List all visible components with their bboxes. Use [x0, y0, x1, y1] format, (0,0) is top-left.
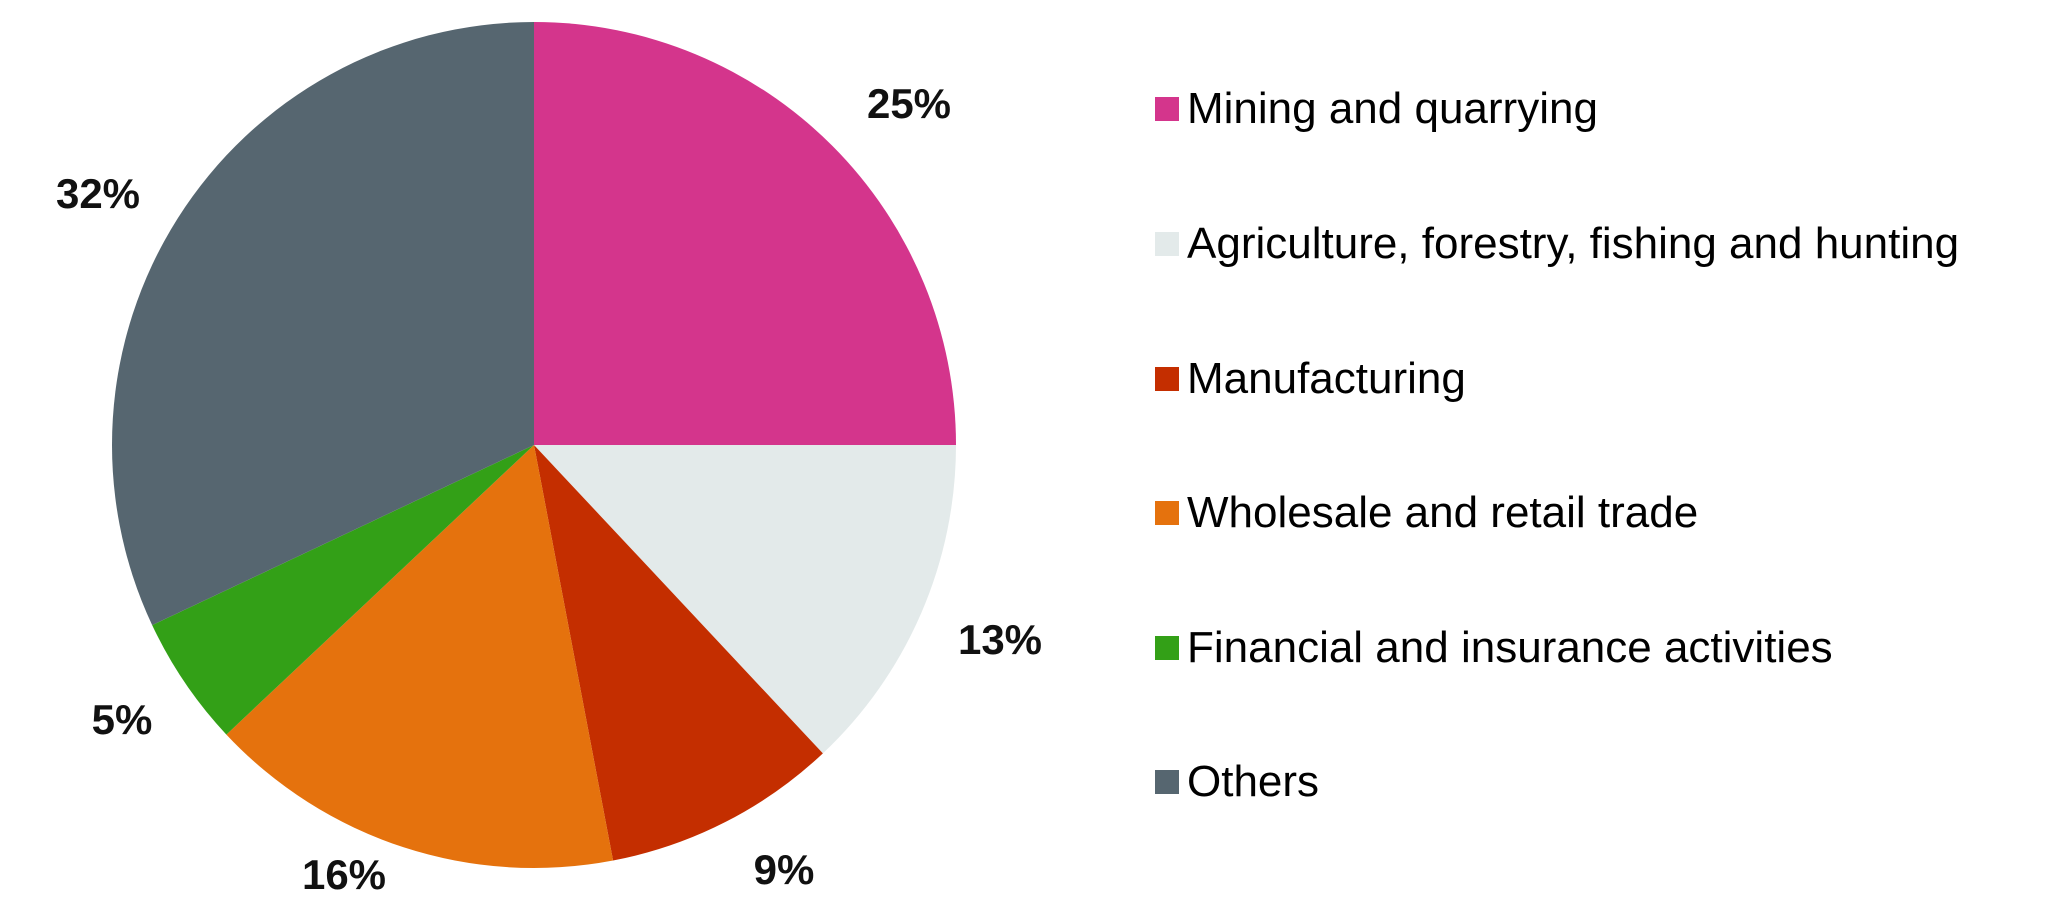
pie-slice-mining — [534, 22, 956, 445]
slice-label-wholesale: 16% — [301, 851, 387, 898]
legend-item-mining: Mining and quarrying — [1155, 84, 1598, 134]
legend-swatch-icon — [1155, 770, 1179, 794]
legend-label: Manufacturing — [1187, 354, 1466, 403]
legend-label: Financial and insurance activities — [1187, 623, 1833, 672]
legend-label: Others — [1187, 757, 1320, 806]
pie-slice-agriculture — [534, 445, 956, 754]
slice-label-agriculture: 13% — [957, 616, 1043, 663]
legend-item-others: Others — [1155, 757, 1319, 807]
legend-label: Mining and quarrying — [1187, 84, 1598, 133]
legend-swatch-icon — [1155, 636, 1179, 660]
legend-label: Wholesale and retail trade — [1187, 488, 1699, 537]
legend-swatch-icon — [1155, 232, 1179, 256]
pie-slice-financial — [152, 445, 535, 735]
legend-swatch-icon — [1155, 367, 1179, 391]
slice-label-others: 32% — [55, 170, 141, 217]
pie-chart — [111, 22, 956, 868]
pie-slice-others — [111, 22, 534, 626]
slice-label-mining: 25% — [866, 80, 952, 127]
legend-label: Agriculture, forestry, fishing and hunti… — [1187, 219, 1960, 268]
legend-item-agriculture: Agriculture, forestry, fishing and hunti… — [1155, 219, 1959, 269]
legend-swatch-icon — [1155, 97, 1179, 121]
pie-slice-wholesale — [226, 445, 614, 868]
legend-item-financial: Financial and insurance activities — [1155, 623, 1833, 673]
pie-slice-manufacturing — [534, 445, 823, 861]
slice-label-financial: 5% — [91, 696, 153, 743]
slice-label-manufacturing: 9% — [753, 846, 815, 893]
legend-item-manufacturing: Manufacturing — [1155, 354, 1466, 404]
legend-item-wholesale: Wholesale and retail trade — [1155, 488, 1698, 538]
legend-swatch-icon — [1155, 501, 1179, 525]
